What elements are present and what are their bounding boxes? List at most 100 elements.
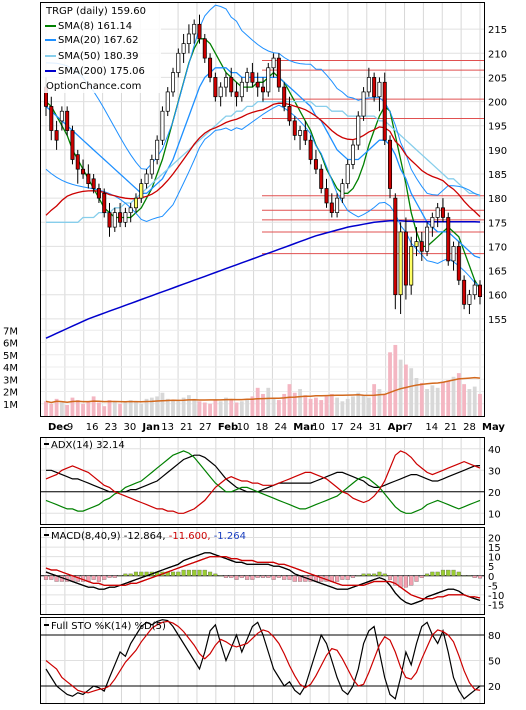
candle-body bbox=[229, 77, 234, 93]
macd-title-text: MACD(8,40,9) -12.864, -11.600, -1.264 bbox=[51, 531, 246, 542]
volume-bar bbox=[292, 392, 297, 416]
macd-histogram-bar bbox=[393, 575, 398, 586]
volume-bar bbox=[382, 393, 387, 416]
macd-histogram-bar bbox=[139, 571, 144, 576]
volume-bar bbox=[261, 393, 265, 416]
volume-bar bbox=[451, 376, 456, 416]
x-tick-label: 24 bbox=[274, 422, 287, 433]
volume-bar bbox=[239, 401, 244, 416]
volume-bar bbox=[144, 398, 149, 416]
volume-bar bbox=[287, 384, 292, 416]
candle-body bbox=[234, 91, 239, 98]
x-tick-label: Dec bbox=[48, 422, 69, 433]
indicator-tick-label: 5 bbox=[488, 562, 494, 573]
legend-sma50: SMA(50) 180.39 bbox=[58, 51, 139, 62]
candle-body bbox=[86, 173, 91, 185]
x-tick-label: Jan bbox=[141, 422, 160, 433]
volume-bar bbox=[54, 398, 59, 416]
macd-histogram-bar bbox=[123, 573, 128, 576]
candle-body bbox=[313, 159, 318, 170]
candle-body bbox=[425, 226, 430, 252]
candle-body bbox=[261, 86, 265, 93]
volume-bar bbox=[59, 402, 64, 416]
legend-background bbox=[41, 3, 161, 93]
volume-bar bbox=[245, 398, 250, 416]
indicator-line bbox=[45, 620, 481, 694]
macd-value: MACD(8,40,9) -12.864, bbox=[51, 531, 166, 542]
volume-bar bbox=[75, 400, 80, 416]
volume-bar bbox=[266, 387, 271, 416]
candle-body bbox=[350, 144, 355, 165]
volume-bars bbox=[44, 344, 482, 416]
volume-bar bbox=[224, 397, 228, 416]
x-tick-label: 10 bbox=[312, 422, 325, 433]
macd-histogram-bar bbox=[128, 573, 133, 576]
macd-histogram-bar bbox=[118, 575, 123, 577]
candle-body bbox=[128, 207, 133, 213]
volume-bar bbox=[298, 389, 302, 416]
volume-bar bbox=[456, 373, 461, 416]
macd-histogram-bar bbox=[133, 571, 139, 576]
indicator-tick-label: 20 bbox=[488, 534, 501, 545]
x-tick-label: 21 bbox=[180, 422, 193, 433]
macd-histogram-bar bbox=[107, 575, 112, 578]
volume-average-line bbox=[45, 376, 481, 404]
candle-body bbox=[149, 159, 154, 175]
volume-bar bbox=[107, 400, 112, 416]
volume-bar bbox=[112, 401, 117, 416]
y-tick-label: 205 bbox=[488, 73, 507, 84]
macd-histogram-bar bbox=[229, 575, 234, 578]
macd-histogram-bar bbox=[197, 569, 202, 576]
x-tick-label: 14 bbox=[425, 422, 438, 433]
macd-panel-frame bbox=[40, 527, 485, 615]
macd-histogram-bar bbox=[430, 571, 435, 576]
candle-body bbox=[356, 115, 361, 146]
volume-bar bbox=[155, 396, 160, 416]
macd-histogram-bar bbox=[186, 569, 191, 576]
candle-body bbox=[223, 77, 228, 88]
candle-body bbox=[213, 77, 218, 98]
candle-body bbox=[59, 110, 64, 122]
candle-body bbox=[96, 188, 101, 199]
volume-bar bbox=[340, 401, 345, 416]
candle-body bbox=[65, 110, 70, 131]
volume-bar bbox=[372, 384, 377, 416]
x-tick-label: 7 bbox=[407, 422, 413, 433]
macd-title: MACD(8,40,9) -12.864, -11.600, -1.264 bbox=[44, 531, 246, 542]
macd-line bbox=[45, 556, 481, 600]
candle-body bbox=[282, 86, 287, 107]
macd-histogram-bar bbox=[419, 575, 424, 578]
volume-bar bbox=[250, 396, 255, 416]
indicator-line bbox=[45, 450, 481, 514]
x-tick-label: 30 bbox=[123, 422, 136, 433]
candle-body bbox=[271, 57, 276, 69]
candle-body bbox=[165, 91, 170, 112]
candle-body bbox=[81, 168, 86, 175]
volume-bar bbox=[351, 396, 355, 416]
volume-bar bbox=[186, 395, 191, 416]
volume-bar bbox=[139, 403, 144, 416]
adx-panel-frame bbox=[40, 437, 485, 525]
x-tick-label: 16 bbox=[86, 422, 99, 433]
volume-bar bbox=[324, 396, 329, 416]
macd-histogram-bar bbox=[462, 575, 467, 577]
candle-body bbox=[292, 120, 297, 136]
indicator-line bbox=[45, 619, 481, 700]
indicator-tick-label: 20 bbox=[488, 488, 501, 499]
x-tick-label: 27 bbox=[199, 422, 212, 433]
indicator-tick-label: 50 bbox=[488, 657, 501, 668]
volume-bar bbox=[472, 386, 477, 416]
candle-body bbox=[107, 212, 112, 228]
macd-histogram-bar bbox=[472, 575, 477, 578]
volume-bar bbox=[282, 393, 287, 416]
indicator-tick-label: -15 bbox=[488, 600, 504, 611]
ema-line bbox=[45, 102, 481, 218]
candle-body bbox=[208, 57, 213, 78]
macd-histogram-bar bbox=[435, 571, 440, 576]
indicator-tick-label: 10 bbox=[488, 553, 501, 564]
candle-body bbox=[239, 81, 244, 98]
volume-bar bbox=[361, 395, 366, 416]
adx-title-text: ADX(14) 32.14 bbox=[51, 440, 125, 451]
candle-body bbox=[403, 231, 408, 286]
